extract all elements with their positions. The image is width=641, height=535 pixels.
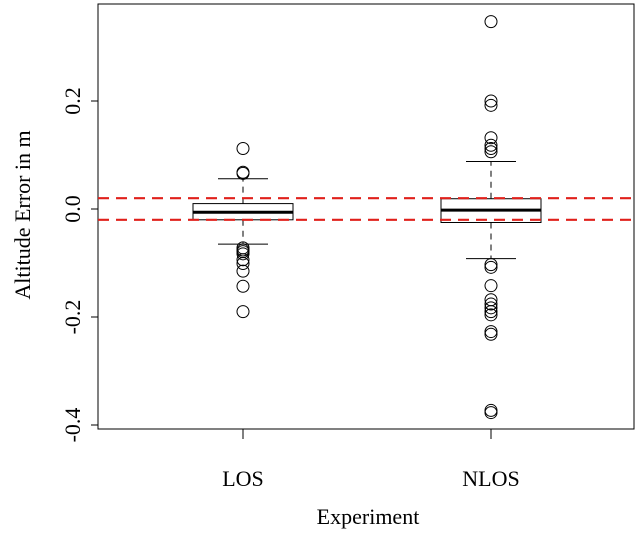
- outlier-point: [236, 279, 250, 293]
- x-tick-label: NLOS: [462, 466, 519, 491]
- outlier-point: [484, 406, 498, 420]
- box-los: [192, 142, 294, 319]
- outlier-point: [484, 301, 498, 315]
- plot-frame: [97, 3, 635, 430]
- outlier-point: [236, 264, 250, 278]
- y-tick-label: 0.0: [60, 195, 85, 223]
- outlier-point: [484, 138, 498, 152]
- outlier-point: [484, 98, 498, 112]
- x-axis-label: Experiment: [317, 504, 420, 529]
- outlier-point: [236, 142, 250, 156]
- outlier-point: [484, 305, 498, 319]
- outlier-point: [484, 260, 498, 274]
- y-tick-label: 0.2: [60, 87, 85, 115]
- outlier-point: [484, 279, 498, 293]
- outlier-point: [236, 165, 250, 179]
- y-tick-label: -0.4: [60, 408, 85, 443]
- outlier-point: [484, 327, 498, 341]
- outlier-point: [484, 94, 498, 108]
- y-tick-label: -0.2: [60, 300, 85, 335]
- outlier-point: [484, 297, 498, 311]
- outlier-point: [484, 258, 498, 272]
- outlier-point: [236, 305, 250, 319]
- outlier-point: [236, 257, 250, 271]
- outlier-point: [236, 253, 250, 267]
- x-tick-label: LOS: [222, 466, 264, 491]
- outlier-point: [484, 15, 498, 29]
- outlier-point: [484, 142, 498, 156]
- outlier-point: [484, 325, 498, 339]
- plot-area: -0.4 -0.2 0.0 0.2 LOS NLOS: [60, 3, 635, 491]
- box-nlos: [440, 15, 542, 420]
- y-axis-label: Altitude Error in m: [10, 130, 35, 299]
- outlier-point: [484, 131, 498, 145]
- outlier-point: [484, 308, 498, 322]
- outlier-point: [236, 247, 250, 261]
- outlier-point: [236, 166, 250, 180]
- outlier-point: [484, 145, 498, 159]
